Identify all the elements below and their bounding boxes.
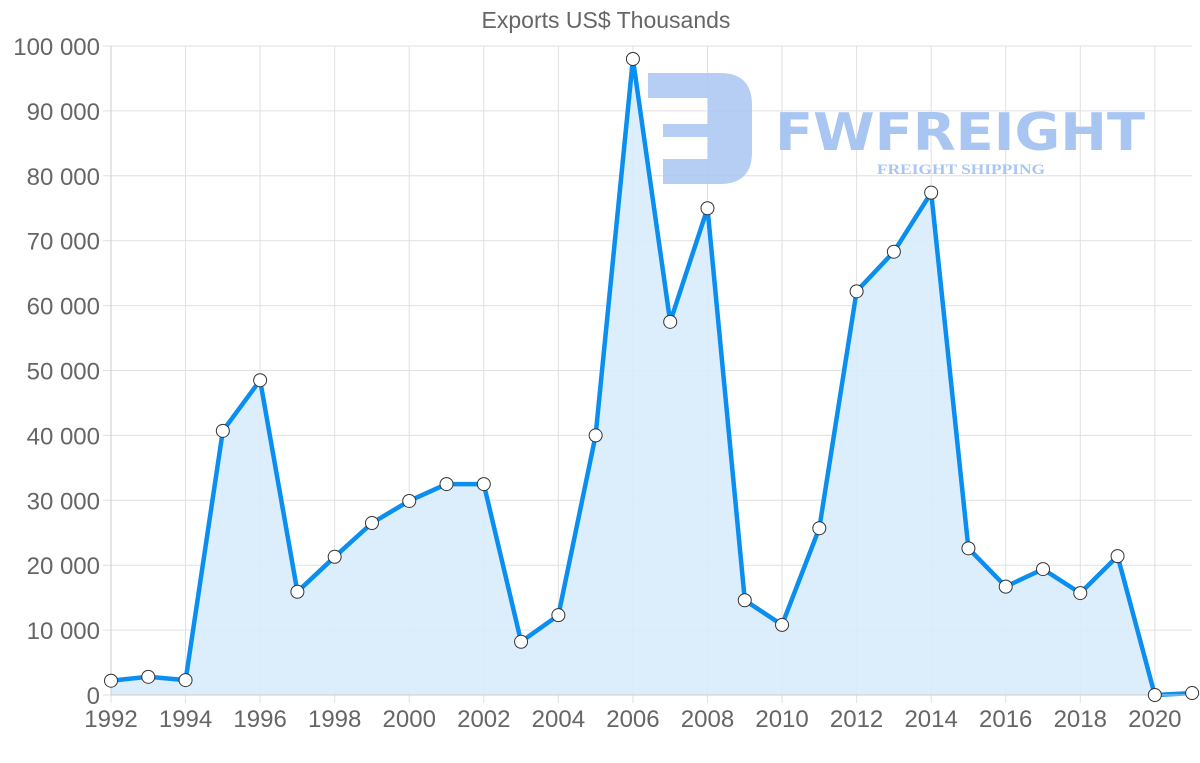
x-tick-label: 2006: [606, 706, 659, 733]
data-point-2009[interactable]: [737, 593, 752, 608]
x-tick-label: 2002: [457, 706, 510, 733]
x-tick-label: 1996: [233, 706, 286, 733]
data-points: [104, 51, 1200, 702]
data-point-2003[interactable]: [514, 634, 529, 649]
data-point-1995[interactable]: [215, 423, 230, 438]
data-point-1998[interactable]: [327, 549, 342, 564]
data-point-2006[interactable]: [625, 51, 640, 66]
x-tick-label: 1992: [84, 706, 137, 733]
y-tick-label: 0: [87, 683, 100, 710]
watermark-tagline: FREIGHT SHIPPING: [877, 162, 1045, 178]
fwfreight-logo-icon: [648, 73, 752, 184]
data-point-2014[interactable]: [924, 185, 939, 200]
data-point-1993[interactable]: [141, 669, 156, 684]
data-point-2012[interactable]: [849, 284, 864, 299]
data-point-1992[interactable]: [104, 673, 118, 688]
x-tick-label: 2020: [1128, 706, 1181, 733]
y-tick-label: 30 000: [27, 488, 100, 515]
x-tick-label: 2000: [383, 706, 436, 733]
data-point-2021[interactable]: [1185, 686, 1200, 701]
fwfreight-watermark: FWFREIGHT FREIGHT SHIPPING: [648, 73, 1146, 184]
axes: 0 10 000 20 000 30 000 40 000 50 000 60 000 70 …: [13, 34, 1192, 733]
data-point-2017[interactable]: [1036, 562, 1050, 577]
data-point-2000[interactable]: [402, 493, 417, 508]
data-point-1996[interactable]: [253, 373, 268, 388]
y-tick-label: 50 000: [27, 359, 100, 386]
area-fill: [111, 59, 1193, 695]
data-point-1994[interactable]: [178, 673, 193, 688]
y-tick-label: 20 000: [27, 553, 100, 580]
data-point-2001[interactable]: [439, 477, 454, 492]
y-tick-label: 100 000: [13, 34, 100, 61]
x-tick-label: 1994: [159, 706, 212, 733]
y-tick-label: 90 000: [27, 99, 100, 126]
x-tick-label: 2012: [830, 706, 883, 733]
watermark-brand: FWFREIGHT: [775, 103, 1146, 163]
x-tick-label: 2008: [681, 706, 734, 733]
y-tick-label: 60 000: [27, 294, 100, 321]
x-tick-label: 2010: [755, 706, 808, 733]
data-point-2004[interactable]: [551, 608, 566, 623]
x-tick-label: 2016: [979, 706, 1032, 733]
data-point-2005[interactable]: [588, 428, 603, 443]
data-point-1997[interactable]: [290, 584, 305, 599]
data-point-2013[interactable]: [886, 244, 901, 259]
data-point-2011[interactable]: [812, 521, 827, 536]
x-tick-label: 2014: [904, 706, 957, 733]
x-tick-label: 2018: [1054, 706, 1107, 733]
data-point-1999[interactable]: [364, 516, 379, 531]
data-point-2020[interactable]: [1147, 688, 1162, 702]
data-point-2018[interactable]: [1073, 586, 1088, 601]
data-point-2002[interactable]: [476, 477, 491, 492]
data-point-2008[interactable]: [700, 201, 715, 216]
data-point-2007[interactable]: [663, 314, 678, 329]
data-point-2015[interactable]: [961, 541, 976, 556]
y-tick-label: 80 000: [27, 164, 100, 191]
chart-title: Exports US$ Thousands: [481, 7, 731, 33]
data-point-2016[interactable]: [998, 579, 1013, 594]
y-tick-label: 10 000: [27, 618, 100, 645]
y-tick-label: 70 000: [27, 229, 100, 256]
y-tick-label: 40 000: [27, 423, 100, 450]
data-point-2019[interactable]: [1110, 549, 1125, 564]
x-tick-label: 1998: [308, 706, 361, 733]
x-tick-label: 2004: [532, 706, 585, 733]
data-point-2010[interactable]: [775, 617, 790, 632]
